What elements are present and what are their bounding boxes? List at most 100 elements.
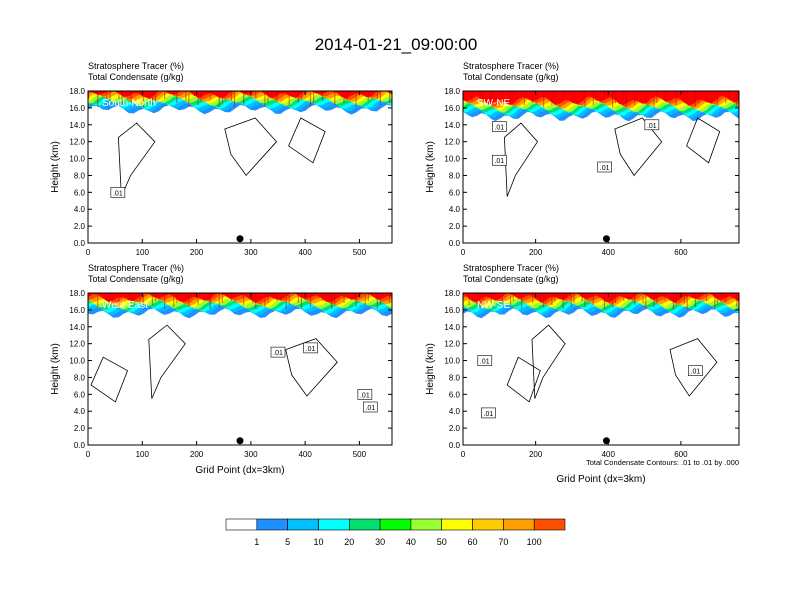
tracer-streak — [130, 293, 132, 303]
y-tick-label: 4.0 — [449, 205, 461, 214]
tracer-streak — [230, 91, 233, 101]
panel-title-line: Stratosphere Tracer (%) — [463, 263, 559, 273]
y-tick-label: 18.0 — [69, 87, 85, 96]
plot-frame — [462, 292, 740, 446]
y-tick-label: 6.0 — [449, 188, 461, 197]
tracer-streak — [106, 293, 108, 305]
tracer-streak — [551, 293, 553, 305]
tracer-streak — [264, 293, 266, 307]
tracer-streak — [364, 293, 366, 305]
tracer-streak — [164, 91, 166, 99]
tracer-streak — [130, 91, 132, 103]
tracer-streak — [623, 91, 625, 101]
condensate-contour — [686, 117, 721, 164]
colorbar-box — [441, 518, 473, 531]
tracer-streak — [389, 91, 391, 103]
tracer-streak — [675, 293, 677, 305]
tracer-streak — [264, 91, 266, 107]
y-tick-label: 8.0 — [449, 171, 461, 180]
panel-label: NW-SE — [477, 300, 510, 311]
tracer-streak — [313, 91, 315, 103]
x-tick-label: 200 — [529, 450, 543, 459]
y-tick-label: 16.0 — [444, 306, 460, 315]
y-axis-label: Height (km) — [50, 343, 61, 395]
y-tick-label: 18.0 — [69, 289, 85, 298]
tracer-streak — [656, 293, 658, 303]
panel-label: West-East — [102, 300, 148, 311]
tracer-streak — [252, 293, 254, 303]
y-tick-label: 0.0 — [74, 239, 86, 248]
tracer-band-8 — [88, 91, 392, 99]
tracer-streak — [97, 293, 99, 307]
tracer-streak — [562, 293, 564, 309]
panel-title-line: Stratosphere Tracer (%) — [88, 61, 184, 71]
contour-label: .01 — [600, 165, 610, 172]
contour-label: .01 — [494, 124, 504, 131]
tracer-streak — [209, 91, 211, 99]
tracer-streak — [554, 293, 556, 301]
tracer-streak — [334, 91, 336, 105]
condensate-contour — [90, 356, 128, 403]
contour-footnote: Total Condensate Contours: .01 to .01 by… — [586, 458, 739, 467]
y-tick-label: 2.0 — [74, 222, 86, 231]
x-axis-label: Grid Point (dx=3km) — [556, 474, 645, 485]
tracer-streak — [185, 91, 187, 101]
tracer-streak — [728, 91, 730, 99]
tracer-streak — [331, 293, 333, 309]
tracer-streak — [642, 293, 644, 303]
tracer-field — [88, 293, 392, 319]
tracer-streak — [233, 91, 236, 107]
panel-title-line: Total Condensate (g/kg) — [463, 274, 559, 284]
y-tick-label: 10.0 — [69, 155, 85, 164]
tracer-streak — [154, 293, 157, 301]
x-tick-label: 0 — [86, 450, 91, 459]
tracer-streak — [645, 293, 647, 309]
tracer-streak — [267, 293, 269, 303]
panels: Stratosphere Tracer (%)Total Condensate … — [50, 61, 740, 485]
x-tick-label: 400 — [602, 248, 616, 257]
tracer-streak — [300, 293, 302, 309]
tracer-streak — [656, 91, 658, 103]
tracer-streak — [243, 91, 245, 105]
y-tick-label: 16.0 — [444, 104, 460, 113]
y-tick-label: 2.0 — [74, 424, 86, 433]
x-tick-label: 500 — [353, 450, 367, 459]
x-tick-label: 600 — [674, 450, 688, 459]
condensate-contour — [285, 338, 338, 397]
colorbar-box — [379, 518, 412, 531]
tracer-streak — [623, 293, 625, 301]
plot-frame — [462, 90, 740, 244]
tracer-field — [88, 91, 392, 115]
y-tick-label: 14.0 — [69, 323, 85, 332]
tracer-streak — [603, 91, 605, 99]
tracer-streak — [151, 293, 153, 305]
tracer-streak — [570, 293, 572, 307]
colorbar-label: 30 — [375, 537, 385, 547]
tracer-streak — [209, 293, 211, 309]
tracer-streak — [697, 91, 699, 103]
tracer-streak — [482, 91, 484, 105]
tracer-streak — [675, 91, 677, 105]
tracer-streak — [501, 293, 503, 307]
condensate-contour — [503, 122, 539, 197]
tracer-streak — [664, 91, 666, 101]
tracer-streak — [612, 91, 614, 107]
tracer-streak — [482, 293, 484, 305]
tracer-streak — [509, 293, 512, 305]
contour-label-box — [362, 401, 378, 413]
tracer-streak — [573, 91, 575, 103]
tracer-streak — [221, 91, 223, 103]
y-tick-label: 0.0 — [449, 441, 461, 450]
x-tick-label: 400 — [298, 450, 312, 459]
y-tick-label: 4.0 — [74, 205, 86, 214]
tracer-streak — [176, 293, 178, 303]
contour-label-box — [110, 187, 126, 198]
contour-label-box — [492, 154, 507, 166]
tracer-streak — [389, 293, 391, 303]
tracer-streak — [543, 91, 545, 107]
tracer-streak — [343, 91, 345, 103]
tracer-streak — [176, 91, 178, 103]
tracer-streak — [581, 293, 583, 301]
contour-label: .01 — [113, 190, 123, 197]
tracer-streak — [592, 91, 594, 105]
